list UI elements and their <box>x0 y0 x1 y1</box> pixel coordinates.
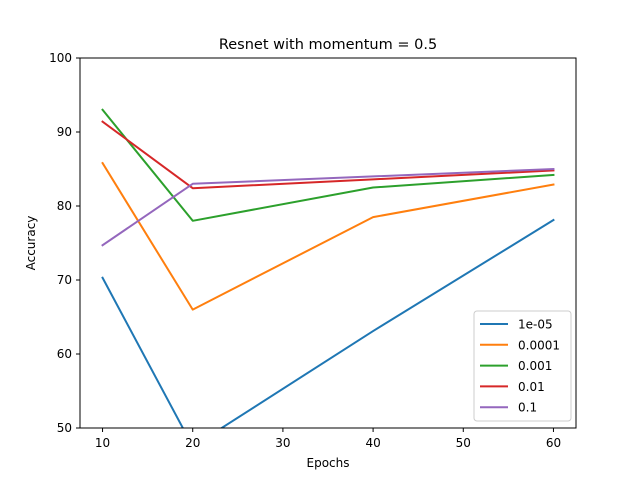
x-tick-label-4: 50 <box>456 436 471 450</box>
x-tick-label-5: 60 <box>546 436 561 450</box>
y-axis-label: Accuracy <box>24 216 38 271</box>
y-tick-label-0: 50 <box>57 421 72 435</box>
x-axis: 10 20 30 40 50 60 <box>95 428 561 450</box>
x-tick-label-0: 10 <box>95 436 110 450</box>
chart-title: Resnet with momentum = 0.5 <box>219 37 437 53</box>
legend-label-1: 0.0001 <box>518 338 560 352</box>
series-layer <box>101 108 555 428</box>
legend-label-3: 0.01 <box>518 380 545 394</box>
series-line-4 <box>101 167 555 247</box>
legend-box <box>473 310 572 422</box>
y-tick-label-5: 100 <box>49 51 72 65</box>
series-line-3 <box>101 120 555 190</box>
series-line-2 <box>101 108 555 222</box>
plot-frame <box>79 57 577 429</box>
legend-label-4: 0.1 <box>518 401 537 415</box>
series-line-0 <box>101 218 555 428</box>
y-axis: 50 60 70 80 90 100 <box>49 51 80 435</box>
legend: 1e-05 0.0001 0.001 0.01 0.1 <box>473 310 572 422</box>
series-line-1 <box>101 161 555 311</box>
x-tick-label-1: 20 <box>185 436 200 450</box>
y-tick-label-3: 80 <box>57 199 72 213</box>
y-tick-label-2: 70 <box>57 273 72 287</box>
x-tick-label-3: 40 <box>365 436 380 450</box>
legend-label-2: 0.001 <box>518 359 552 373</box>
x-tick-label-2: 30 <box>275 436 290 450</box>
x-axis-label: Epochs <box>307 456 350 470</box>
legend-label-0: 1e-05 <box>518 318 553 332</box>
y-tick-label-1: 60 <box>57 347 72 361</box>
y-tick-label-4: 90 <box>57 125 72 139</box>
